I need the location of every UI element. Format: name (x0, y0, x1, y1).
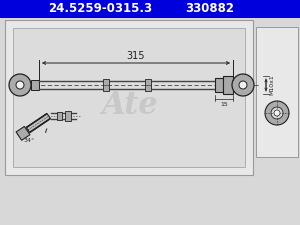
Bar (16, 126, 30, 140)
Bar (57, 112, 62, 120)
Circle shape (239, 81, 247, 89)
Bar (65, 111, 71, 121)
Bar (103, 79, 109, 91)
Text: 24.5259-0315.3: 24.5259-0315.3 (48, 2, 152, 16)
Bar (233, 80, 243, 90)
Circle shape (232, 74, 254, 96)
Bar (256, 27, 298, 157)
Circle shape (265, 101, 289, 125)
Text: 330882: 330882 (185, 2, 235, 16)
Bar (215, 78, 223, 92)
Text: M10x1: M10x1 (269, 75, 274, 95)
Polygon shape (26, 114, 50, 133)
Circle shape (271, 107, 283, 119)
Text: Ate: Ate (102, 90, 158, 121)
Text: 34°: 34° (24, 138, 35, 143)
Circle shape (274, 110, 280, 116)
Circle shape (16, 81, 24, 89)
Circle shape (9, 74, 31, 96)
Bar (223, 76, 233, 94)
Bar (0, 0, 300, 18)
Bar (13, 28, 245, 167)
Text: 15: 15 (220, 102, 228, 107)
Text: 315: 315 (127, 51, 145, 61)
Bar (5, 20, 253, 175)
Bar (145, 79, 151, 91)
Bar (31, 80, 39, 90)
